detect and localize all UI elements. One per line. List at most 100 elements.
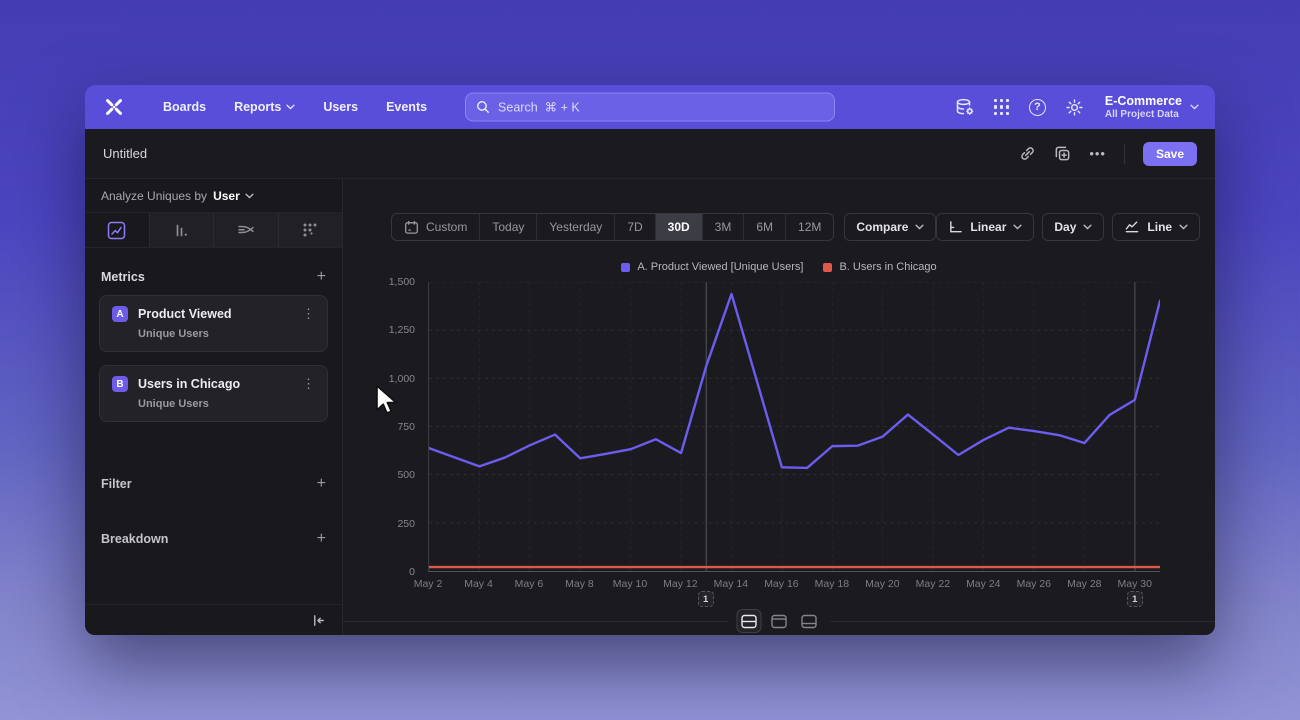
x-axis-label: May 10 [612,578,648,590]
x-axis-label: May 6 [514,578,544,590]
x-axis-label: May 26 [1016,578,1052,590]
more-options-button[interactable]: ••• [1089,146,1106,161]
tab-line-chart[interactable] [85,213,149,247]
date-range-group: Custom Today Yesterday 7D 30D 3M 6M 12M [391,213,835,241]
app-window: Boards Reports Users Events [85,85,1215,635]
metrics-label: Metrics [101,270,145,284]
metric-menu-icon[interactable]: ⋮ [302,376,315,391]
y-axis: 1,500 1,250 1,000 750 500 250 0 [363,276,421,578]
chevron-down-icon [1083,224,1093,230]
scale-dropdown[interactable]: Linear [936,213,1035,241]
nav-item-boards[interactable]: Boards [163,100,207,114]
x-axis: May 2 May 4 May 6 May 8 May 10 May 12 May 14 Ma… [414,578,1160,592]
x-axis-label: May 14 [713,578,749,590]
y-axis-label: 1,500 [388,276,415,288]
range-12m[interactable]: 12M [785,214,833,240]
analyze-label: Analyze Uniques by [101,188,208,203]
range-7d[interactable]: 7D [614,214,654,240]
layout-chart-view-button[interactable] [767,609,792,633]
metric-badge-b: B [112,376,128,392]
filter-label: Filter [101,477,132,491]
nav-item-users[interactable]: Users [323,100,359,114]
y-axis-label: 1,250 [388,324,415,337]
annotation-badge[interactable]: 1 [1126,591,1143,607]
report-title[interactable]: Untitled [103,146,148,161]
annotation-badge[interactable]: 1 [697,591,714,607]
collapse-sidebar-button[interactable] [311,613,326,628]
legend-item-a[interactable]: A. Product Viewed [Unique Users] [621,261,803,273]
query-sidebar: Analyze Uniques by User [85,179,343,635]
chevron-down-icon [1190,104,1199,110]
search-input[interactable] [498,100,824,114]
chevron-down-icon [915,224,924,230]
y-axis-label: 1,000 [388,372,415,385]
search-icon [477,101,489,113]
x-axis-label: May 22 [915,578,951,590]
range-custom[interactable]: Custom [392,214,479,240]
add-metric-button[interactable]: + [316,268,326,285]
range-6m[interactable]: 6M [743,214,785,240]
x-axis-label: May 2 [413,578,443,590]
axis-linear-icon [950,221,963,233]
dots-grid-icon [303,223,317,237]
project-selector[interactable]: E-Commerce All Project Data [1105,94,1199,120]
copy-link-icon[interactable] [1019,145,1036,162]
compare-button[interactable]: Compare [844,213,937,241]
legend-swatch-b [823,262,833,272]
metric-card-b[interactable]: B Users in Chicago ⋮ Unique Users [99,365,328,422]
layout-top-icon [771,614,787,628]
metric-badge-a: A [112,306,128,322]
settings-gear-icon[interactable] [1065,98,1084,117]
layout-bottom-icon [801,614,817,628]
metric-card-a[interactable]: A Product Viewed ⋮ Unique Users [99,295,328,352]
nav-item-events[interactable]: Events [386,100,428,114]
layout-split-icon [741,614,757,628]
range-30d-selected[interactable]: 30D [654,214,702,240]
layout-toggles [727,609,831,633]
chart-style-dropdown[interactable]: Line [1112,213,1201,241]
y-axis-label: 250 [397,517,415,530]
tab-dots-chart[interactable] [277,213,343,247]
metric-subtitle[interactable]: Unique Users [138,328,209,340]
y-axis-label: 0 [409,566,415,578]
search-bar[interactable] [465,92,835,122]
analyze-by-dropdown[interactable]: User [213,189,254,203]
tab-flow-chart[interactable] [213,213,278,247]
line-chart: 1,500 1,250 1,000 750 500 250 0 [363,276,1160,578]
x-axis-label: May 18 [814,578,850,590]
tab-bar-chart[interactable] [148,213,214,247]
mixpanel-logo-icon[interactable] [101,94,127,120]
metric-name: Users in Chicago [138,377,241,391]
x-axis-label: May 16 [764,578,799,590]
x-axis-label: May 8 [565,578,594,590]
chevron-down-icon [245,193,254,198]
y-axis-label: 500 [397,469,415,482]
x-axis-label: May 12 [663,578,698,590]
legend-item-b[interactable]: B. Users in Chicago [823,261,937,273]
range-3m[interactable]: 3M [701,214,744,240]
chart-legend: A. Product Viewed [Unique Users] B. User… [343,261,1215,273]
range-today[interactable]: Today [479,214,536,240]
add-breakdown-button[interactable]: + [316,530,326,547]
plot-area[interactable] [428,282,1160,572]
interval-dropdown[interactable]: Day [1042,213,1105,241]
chevron-down-icon [1013,224,1023,230]
x-axis-label: May 28 [1067,578,1102,590]
layout-split-view-button[interactable] [736,609,762,633]
report-title-bar: Untitled ••• Save [85,129,1215,179]
metric-subtitle[interactable]: Unique Users [138,398,209,410]
duplicate-icon[interactable] [1054,145,1071,162]
y-axis-label: 750 [397,421,415,433]
save-button[interactable]: Save [1142,141,1197,166]
apps-grid-icon[interactable] [993,99,1010,115]
layout-table-view-button[interactable] [797,609,822,633]
data-management-icon[interactable] [955,98,975,117]
nav-item-reports[interactable]: Reports [234,100,295,114]
add-filter-button[interactable]: + [316,475,326,492]
line-chart-icon [108,221,126,239]
metric-menu-icon[interactable]: ⋮ [302,306,315,321]
range-yesterday[interactable]: Yesterday [536,214,614,240]
help-icon[interactable]: ? [1028,98,1046,116]
legend-swatch-a [621,262,631,272]
